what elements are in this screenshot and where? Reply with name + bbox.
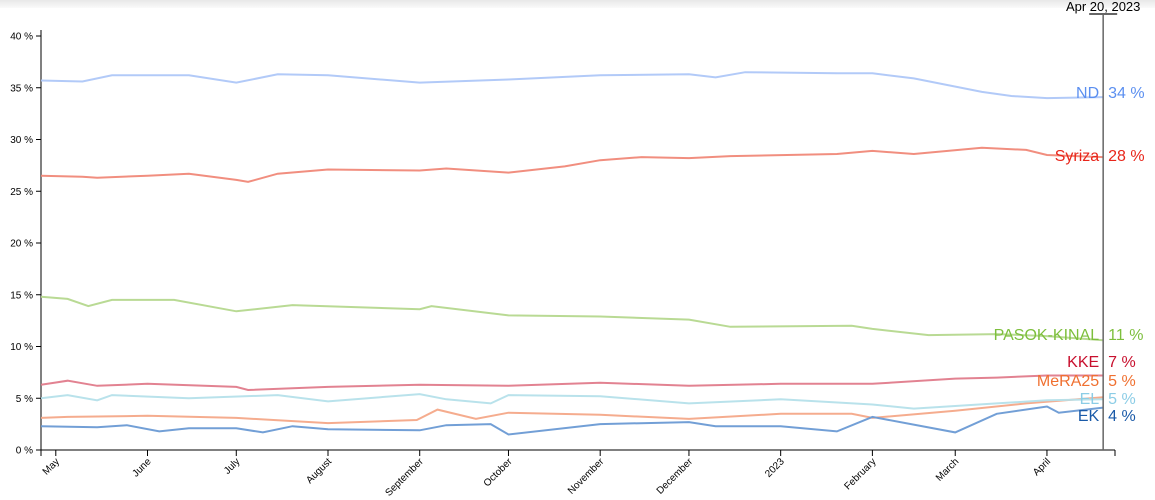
series-name: ND — [1076, 85, 1099, 102]
series-name: KKE — [1067, 354, 1099, 371]
x-tick: 2023 — [763, 450, 787, 480]
y-tick-label: 25 % — [10, 187, 33, 198]
series-value: 11 % — [1108, 327, 1143, 344]
x-tick-label: December — [655, 456, 696, 497]
series-value: 4 % — [1108, 408, 1136, 425]
x-tick-label: August — [304, 456, 334, 486]
series-value: 7 % — [1108, 354, 1136, 371]
end-label-pasok-kinal: PASOK-KINAL 11 % — [994, 327, 1144, 344]
series-name: MeRA25 — [1037, 373, 1099, 390]
y-tick: 35 % — [10, 83, 41, 94]
series-line-pasok-kinal — [40, 295, 1104, 342]
x-tick: April — [1031, 450, 1053, 478]
x-tick: June — [131, 450, 154, 479]
end-label-nd: ND 34 % — [1076, 85, 1145, 102]
end-label-ek: EK 4 % — [1078, 408, 1136, 425]
x-tick-label: July — [222, 456, 242, 476]
y-tick: 10 % — [10, 342, 41, 353]
date-marker-label: Apr 20, 2023 — [1066, 0, 1140, 14]
x-tick: October — [482, 450, 515, 489]
x-tick-label: February — [842, 456, 878, 492]
end-label-mera25: MeRA25 5 % — [1037, 373, 1136, 390]
y-tick-label: 30 % — [10, 135, 33, 146]
y-tick: 25 % — [10, 187, 41, 198]
x-tick: July — [222, 450, 242, 477]
series-line-el — [40, 393, 1104, 410]
x-tick-label: March — [934, 456, 961, 483]
y-tick-label: 35 % — [10, 83, 33, 94]
y-tick-label: 40 % — [10, 32, 33, 43]
end-label-syriza: Syriza 28 % — [1055, 148, 1145, 165]
x-tick-label: April — [1031, 456, 1053, 478]
series-line-ek — [40, 405, 1104, 436]
series-name: EK — [1078, 408, 1100, 425]
x-tick-label: 2023 — [763, 456, 787, 480]
series-name: PASOK-KINAL — [994, 327, 1100, 344]
end-label-kke: KKE 7 % — [1067, 354, 1136, 371]
series-line-kke — [40, 374, 1104, 392]
x-tick-label: June — [131, 456, 154, 479]
x-tick-label: September — [383, 456, 426, 499]
x-tick: August — [304, 450, 334, 486]
series-line-mera25 — [40, 396, 1104, 425]
x-tick: March — [934, 450, 961, 484]
x-tick-label: May — [41, 456, 62, 477]
y-tick-label: 15 % — [10, 290, 33, 301]
series-value: 34 % — [1108, 85, 1144, 102]
y-tick: 30 % — [10, 135, 41, 146]
y-tick: 0 % — [16, 446, 41, 457]
series-line-syriza — [40, 146, 1104, 183]
y-tick: 15 % — [10, 290, 41, 301]
x-tick: May — [41, 450, 62, 477]
series-value: 28 % — [1108, 148, 1144, 165]
x-tick-label: October — [482, 456, 515, 489]
y-tick: 40 % — [10, 32, 41, 43]
y-tick-label: 20 % — [10, 239, 33, 250]
series-value: 5 % — [1108, 391, 1136, 408]
x-tick: November — [566, 450, 607, 497]
series-value: 5 % — [1108, 373, 1136, 390]
x-tick-label: November — [566, 456, 607, 497]
y-tick-label: 5 % — [16, 394, 33, 405]
series-name: EL — [1080, 391, 1100, 408]
series-line-nd — [40, 71, 1104, 100]
x-tick: February — [842, 450, 879, 492]
y-tick: 5 % — [16, 394, 41, 405]
top-bar — [0, 0, 1155, 8]
y-tick-label: 10 % — [10, 342, 33, 353]
y-tick-label: 0 % — [16, 446, 33, 457]
x-tick: September — [383, 450, 426, 499]
end-label-el: EL 5 % — [1080, 391, 1136, 408]
series-name: Syriza — [1055, 148, 1100, 165]
y-tick: 20 % — [10, 239, 41, 250]
x-tick: December — [655, 450, 696, 497]
